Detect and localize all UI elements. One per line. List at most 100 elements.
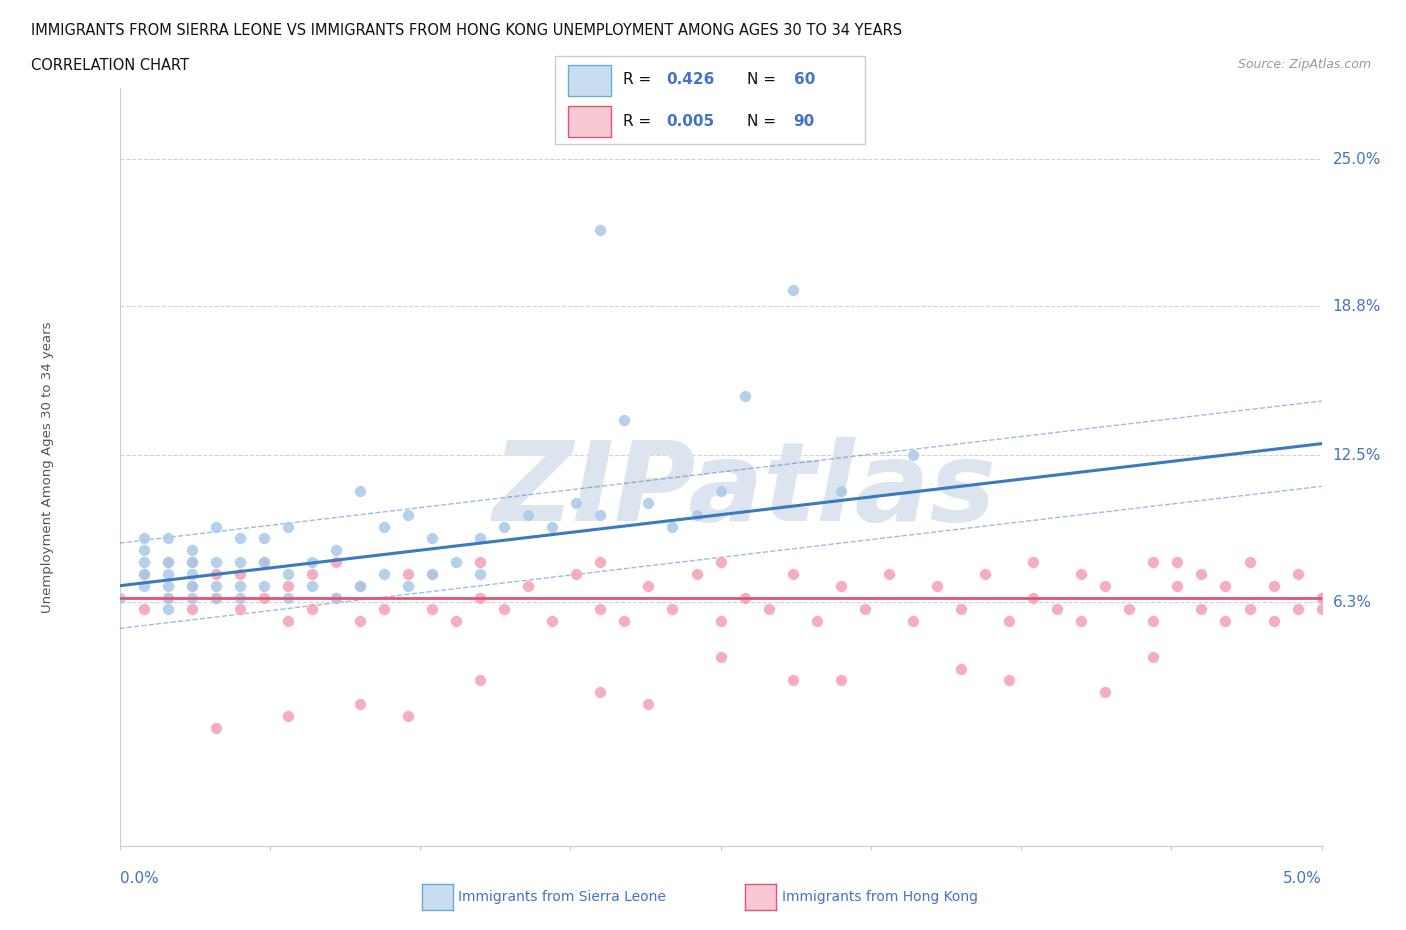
Point xyxy=(420,566,443,581)
Point xyxy=(396,507,419,522)
Text: 90: 90 xyxy=(793,113,815,128)
Text: 0.0%: 0.0% xyxy=(120,871,159,886)
Point xyxy=(709,614,731,629)
Point xyxy=(1022,554,1045,569)
Point xyxy=(325,591,347,605)
Point xyxy=(1142,554,1164,569)
Point xyxy=(1046,602,1069,617)
Point xyxy=(661,602,683,617)
Point xyxy=(950,602,973,617)
Point xyxy=(180,591,202,605)
Point xyxy=(830,673,852,688)
Point xyxy=(494,519,516,534)
Point xyxy=(974,566,997,581)
Point xyxy=(301,554,323,569)
Point xyxy=(853,602,876,617)
Point xyxy=(494,602,516,617)
Point xyxy=(228,591,252,605)
Point xyxy=(301,566,323,581)
Point xyxy=(373,519,395,534)
Text: 60: 60 xyxy=(793,73,815,87)
Point xyxy=(349,614,371,629)
Point xyxy=(589,602,612,617)
Point xyxy=(277,614,299,629)
Point xyxy=(396,578,419,593)
Point xyxy=(782,566,804,581)
Point xyxy=(1166,578,1188,593)
Point xyxy=(901,614,924,629)
Point xyxy=(1189,602,1212,617)
Point xyxy=(1263,614,1285,629)
Point xyxy=(277,578,299,593)
Point xyxy=(373,602,395,617)
Point xyxy=(180,566,202,581)
Point xyxy=(685,507,707,522)
Point xyxy=(901,448,924,463)
Point xyxy=(325,543,347,558)
Point xyxy=(253,578,276,593)
Point xyxy=(806,614,828,629)
Point xyxy=(1286,566,1309,581)
Point xyxy=(132,531,155,546)
Point xyxy=(349,697,371,711)
Point xyxy=(925,578,948,593)
Point xyxy=(1094,578,1116,593)
Point xyxy=(758,602,780,617)
Text: N =: N = xyxy=(747,113,780,128)
Point xyxy=(1166,554,1188,569)
Point xyxy=(180,578,202,593)
Point xyxy=(228,531,252,546)
Point xyxy=(156,566,179,581)
Point xyxy=(180,578,202,593)
Text: Unemployment Among Ages 30 to 34 years: Unemployment Among Ages 30 to 34 years xyxy=(41,322,53,613)
Point xyxy=(396,566,419,581)
Bar xyxy=(568,106,612,137)
Text: 12.5%: 12.5% xyxy=(1333,448,1381,463)
Bar xyxy=(568,65,612,96)
Point xyxy=(180,602,202,617)
Point xyxy=(468,591,492,605)
Point xyxy=(468,566,492,581)
Point xyxy=(734,389,756,404)
Point xyxy=(277,566,299,581)
Text: 6.3%: 6.3% xyxy=(1333,595,1372,610)
Point xyxy=(1215,578,1237,593)
Point xyxy=(132,554,155,569)
Point xyxy=(1239,554,1261,569)
Point xyxy=(541,614,564,629)
Point xyxy=(396,709,419,724)
Point xyxy=(420,602,443,617)
Point xyxy=(277,519,299,534)
Point xyxy=(1310,591,1333,605)
Point xyxy=(349,578,371,593)
Point xyxy=(204,554,226,569)
Point xyxy=(589,684,612,699)
Point xyxy=(685,566,707,581)
Point xyxy=(228,578,252,593)
Point xyxy=(444,554,467,569)
Point xyxy=(877,566,900,581)
Point xyxy=(132,602,155,617)
Text: Source: ZipAtlas.com: Source: ZipAtlas.com xyxy=(1237,58,1371,71)
Point xyxy=(373,566,395,581)
Point xyxy=(589,223,612,238)
Point xyxy=(204,519,226,534)
FancyBboxPatch shape xyxy=(555,56,865,144)
Point xyxy=(1070,566,1092,581)
Point xyxy=(782,282,804,297)
Point xyxy=(468,531,492,546)
Point xyxy=(661,519,683,534)
Point xyxy=(156,591,179,605)
Point xyxy=(253,554,276,569)
Point xyxy=(420,531,443,546)
Point xyxy=(132,543,155,558)
Point xyxy=(301,602,323,617)
Point xyxy=(637,697,659,711)
Point xyxy=(1094,684,1116,699)
Point xyxy=(349,578,371,593)
Point xyxy=(998,673,1021,688)
Point xyxy=(589,554,612,569)
Point xyxy=(709,484,731,498)
Point xyxy=(253,554,276,569)
Point xyxy=(1286,602,1309,617)
